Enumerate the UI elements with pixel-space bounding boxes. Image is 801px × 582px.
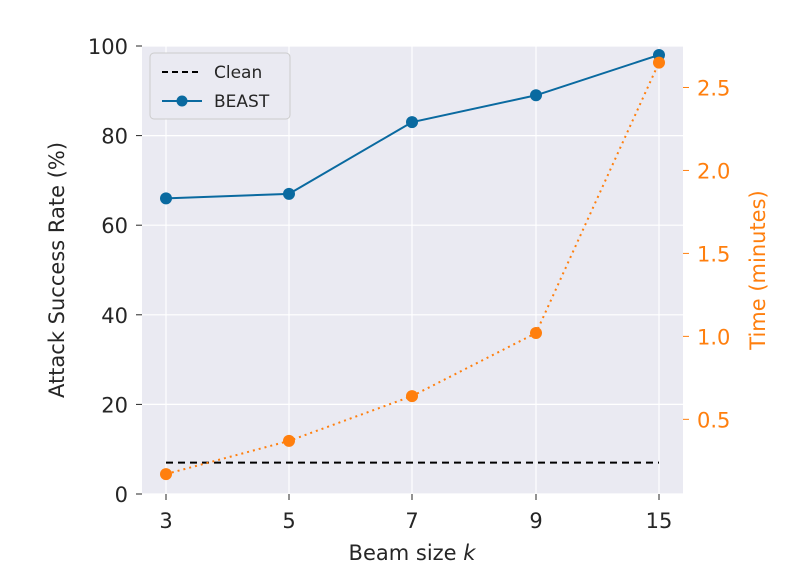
left-tick-label: 40 <box>101 304 128 328</box>
x-tick-label: 7 <box>405 509 418 533</box>
left-tick-label: 80 <box>101 125 128 149</box>
right-tick-label: 0.5 <box>697 408 730 432</box>
x-axis-title-text: Beam size <box>349 541 457 565</box>
left-tick-label: 0 <box>115 483 128 507</box>
left-tick-label: 20 <box>101 393 128 417</box>
series-point-beast <box>530 89 542 102</box>
x-axis-ticks: 3 5 7 9 15 <box>159 494 672 533</box>
right-tick-label: 1.0 <box>697 325 730 349</box>
x-axis-title: Beam size k <box>349 541 477 565</box>
left-axis-title: Attack Success Rate (%) <box>45 142 69 398</box>
left-tick-label: 100 <box>88 35 128 59</box>
right-tick-label: 2.0 <box>697 159 730 183</box>
legend-beast-marker <box>176 95 188 107</box>
series-point-time <box>653 56 665 69</box>
legend-clean-label: Clean <box>214 63 262 83</box>
series-point-beast <box>406 116 418 129</box>
legend-beast-label: BEAST <box>214 92 270 112</box>
right-axis-ticks: 0.5 1.0 1.5 2.0 2.5 <box>683 76 730 432</box>
series-point-time <box>160 468 172 481</box>
x-tick-label: 5 <box>282 509 295 533</box>
x-tick-label: 9 <box>529 509 542 533</box>
right-axis-title: Time (minutes) <box>746 190 770 350</box>
series-layer <box>160 48 665 481</box>
series-point-time <box>406 390 418 403</box>
x-axis-title-var: k <box>463 541 476 565</box>
series-point-time <box>530 327 542 340</box>
left-tick-label: 60 <box>101 214 128 238</box>
legend: Clean BEAST <box>149 52 291 120</box>
x-tick-label: 15 <box>646 509 673 533</box>
x-tick-label: 3 <box>159 509 172 533</box>
left-axis-ticks: 0 20 40 60 80 100 <box>88 35 142 507</box>
right-tick-label: 1.5 <box>697 242 730 266</box>
series-point-beast <box>283 187 295 200</box>
series-point-beast <box>160 192 172 205</box>
series-point-time <box>283 434 295 447</box>
right-tick-label: 2.5 <box>697 76 730 100</box>
